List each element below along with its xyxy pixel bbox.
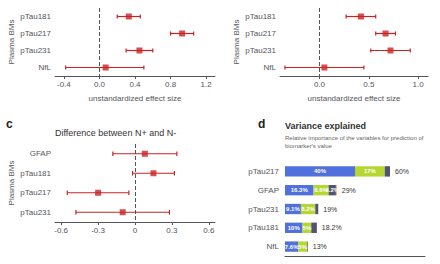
svg-text:0.4: 0.4 [129,80,141,89]
svg-text:0.8: 0.8 [165,80,177,89]
svg-text:10%: 10% [288,225,301,231]
svg-text:GFAP: GFAP [30,149,51,158]
svg-text:-0.6: -0.6 [54,226,68,235]
svg-text:NfL: NfL [264,63,277,72]
svg-text:GFAP: GFAP [258,186,279,195]
svg-text:-0.4: -0.4 [57,80,71,89]
svg-text:19%: 19% [323,206,337,213]
svg-text:pTau217: pTau217 [248,167,279,176]
svg-text:13%: 13% [313,243,327,250]
svg-text:pTau181: pTau181 [20,12,51,21]
svg-text:Plasma BMs: Plasma BMs [7,20,16,65]
svg-text:8.6%: 8.6% [314,187,328,194]
svg-text:5%: 5% [298,244,307,250]
svg-text:0.5: 0.5 [363,80,375,89]
svg-text:29%: 29% [342,187,356,194]
svg-text:pTau181: pTau181 [20,169,51,178]
svg-text:Plasma BMs: Plasma BMs [7,161,16,206]
svg-text:Relative importance of the var: Relative importance of the variables for… [285,135,425,141]
svg-text:8.2%: 8.2% [301,206,315,212]
svg-text:Difference between N+ and N-: Difference between N+ and N- [55,128,176,138]
svg-text:0.6: 0.6 [203,226,215,235]
svg-text:1.2: 1.2 [201,80,213,89]
svg-text:0.0: 0.0 [94,80,106,89]
svg-text:NfL: NfL [267,242,280,251]
svg-text:unstandardized effect size: unstandardized effect size [308,94,401,103]
svg-text:0.3: 0.3 [166,226,178,235]
svg-text:4.2%: 4.2% [325,187,339,193]
svg-text:pTau231: pTau231 [245,46,276,55]
svg-text:biomarker's value: biomarker's value [285,143,332,149]
svg-text:pTau181: pTau181 [248,223,279,232]
svg-text:1.0: 1.0 [413,80,425,89]
svg-text:pTau217: pTau217 [20,188,51,197]
svg-text:pTau231: pTau231 [20,208,51,217]
svg-text:-0.3: -0.3 [91,226,105,235]
svg-text:60%: 60% [395,168,409,175]
svg-text:Variance explained: Variance explained [285,121,366,131]
svg-text:40%: 40% [314,168,327,174]
svg-text:pTau217: pTau217 [20,29,51,38]
svg-text:17%: 17% [364,168,377,174]
svg-text:pTau217: pTau217 [245,29,276,38]
svg-text:0.0: 0.0 [314,80,326,89]
svg-text:9.1%: 9.1% [286,206,300,212]
svg-text:NfL: NfL [39,63,52,72]
svg-text:unstandardized effect size: unstandardized effect size [89,94,182,103]
svg-text:pTau181: pTau181 [245,12,276,21]
svg-text:pTau231: pTau231 [20,46,51,55]
svg-text:pTau231: pTau231 [248,205,279,214]
svg-text:0: 0 [133,226,138,235]
svg-text:16.3%: 16.3% [291,187,309,193]
svg-text:7.6%: 7.6% [285,244,299,250]
svg-text:d: d [258,117,265,131]
svg-text:5%: 5% [303,225,312,231]
svg-text:Plasma BMs: Plasma BMs [232,20,241,65]
svg-text:18.2%: 18.2% [322,224,342,231]
svg-text:c: c [6,117,13,131]
